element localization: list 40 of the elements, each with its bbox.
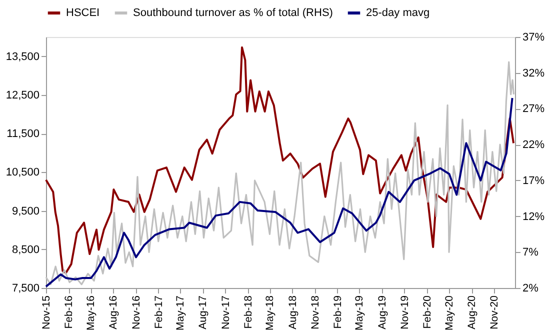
y-tick-label: 11,500 bbox=[6, 128, 40, 140]
legend-label: Southbound turnover as % of total (RHS) bbox=[133, 7, 333, 19]
x-tick-label: Nov-17 bbox=[220, 295, 232, 330]
x-tick-label: Feb-20 bbox=[421, 295, 434, 329]
x-tick-label: Feb-18 bbox=[242, 295, 254, 329]
y-tick-label: 9,500 bbox=[12, 205, 40, 218]
x-tick-label: May-17 bbox=[174, 295, 187, 331]
line-series bbox=[45, 96, 514, 288]
y-tick-label: 12,500 bbox=[6, 89, 40, 102]
y2-tick-label: 12% bbox=[522, 210, 545, 223]
x-tick-label: Feb-16 bbox=[63, 295, 76, 329]
y2-tick-label: 27% bbox=[522, 103, 545, 116]
x-tick-label: Aug-20 bbox=[466, 295, 478, 330]
x-tick-label: Aug-16 bbox=[108, 295, 120, 330]
y-tick-label: 10,500 bbox=[6, 166, 40, 179]
x-tick-label: Nov-20 bbox=[488, 295, 501, 330]
x-tick-label: Nov-15 bbox=[40, 295, 52, 330]
legend-label: HSCEI bbox=[66, 7, 100, 19]
y2-tick-label: 2% bbox=[522, 282, 539, 294]
y-tick-label: 13,500 bbox=[6, 50, 40, 63]
x-tick-label: May-18 bbox=[264, 295, 276, 331]
x-tick-label: May-20 bbox=[444, 295, 456, 331]
x-tick-label: May-16 bbox=[85, 295, 98, 331]
y2-tick-label: 32% bbox=[522, 67, 545, 80]
x-tick-label: May-19 bbox=[354, 295, 366, 331]
y2-tick-label: 37% bbox=[522, 32, 545, 44]
x-tick-label: Feb-19 bbox=[332, 295, 344, 329]
y2-tick-label: 7% bbox=[522, 246, 539, 259]
y2-tick-label: 17% bbox=[522, 174, 545, 187]
x-tick-label: Nov-19 bbox=[398, 295, 411, 330]
y-tick-label: 7,500 bbox=[12, 282, 40, 294]
legend-label: 25-day mavg bbox=[366, 7, 430, 19]
y2-tick-label: 22% bbox=[522, 139, 545, 152]
x-tick-label: Feb-17 bbox=[152, 295, 165, 329]
x-tick-label: Aug-18 bbox=[286, 295, 299, 330]
x-tick-label: Nov-18 bbox=[309, 295, 322, 330]
y-tick-label: 8,500 bbox=[12, 244, 40, 256]
x-tick-label: Aug-17 bbox=[197, 295, 210, 330]
x-tick-label: Nov-16 bbox=[130, 295, 142, 330]
x-tick-label: Aug-19 bbox=[376, 295, 388, 330]
